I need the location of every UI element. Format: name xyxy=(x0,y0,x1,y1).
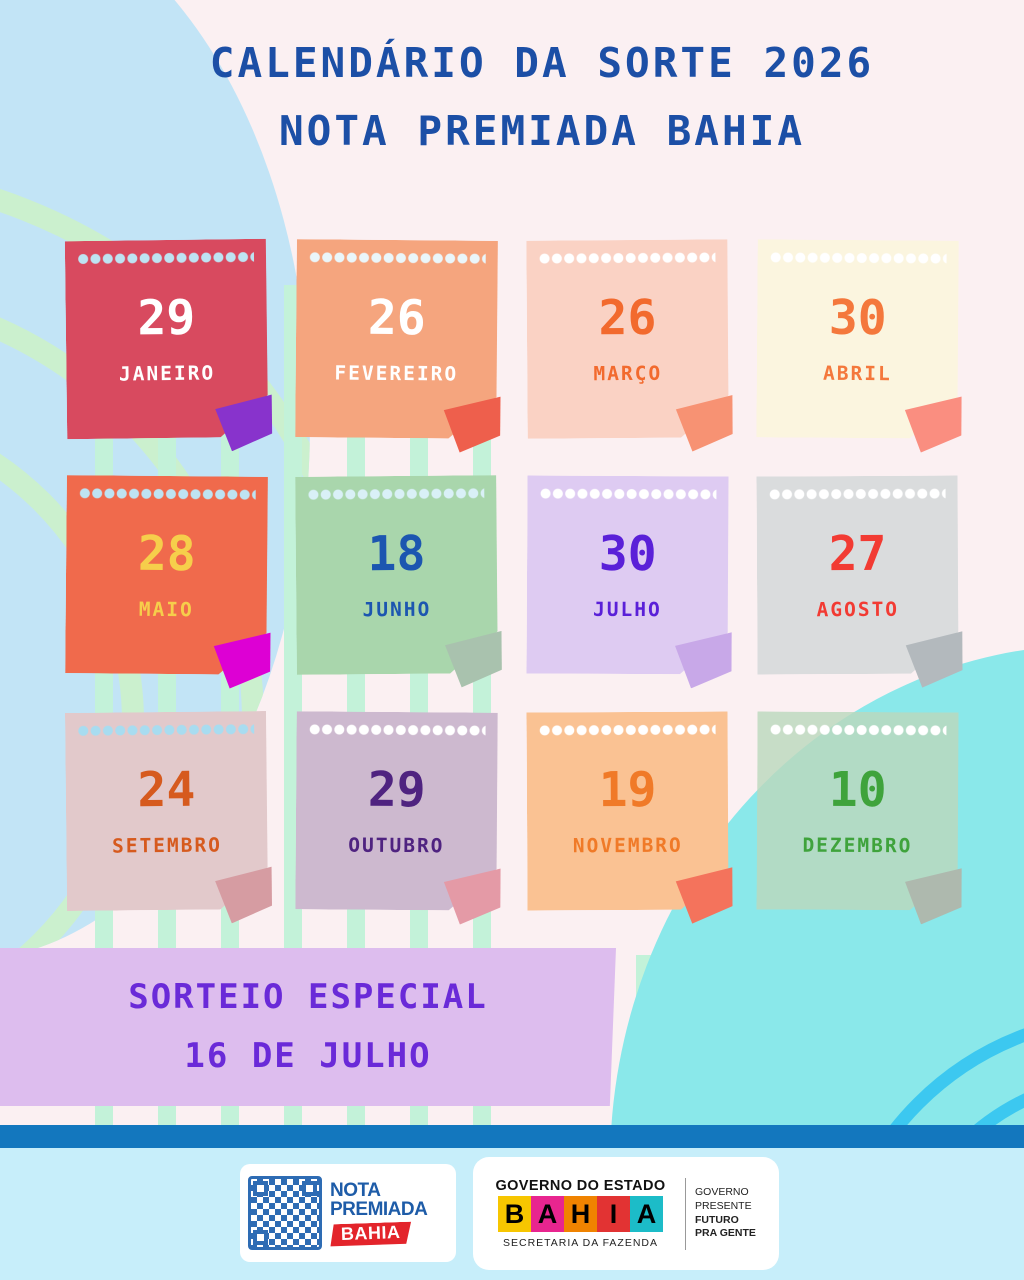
nota-premiada-logo: NOTA PREMIADA BAHIA xyxy=(240,1164,456,1262)
governo-bahia-logo: GOVERNO DO ESTADO B A H I A SECRETARIA D… xyxy=(473,1157,779,1270)
punch-holes-icon xyxy=(77,251,254,265)
premiada-label: PREMIADA xyxy=(330,1199,428,1221)
punch-holes-icon xyxy=(307,487,484,501)
punch-holes-icon xyxy=(768,488,945,501)
punch-holes-icon xyxy=(538,724,715,737)
draw-month: MAIO xyxy=(138,597,194,622)
draw-month: MARÇO xyxy=(592,361,662,386)
draw-day: 26 xyxy=(367,289,427,347)
special-draw-line2: 16 DE JULHO xyxy=(184,1036,432,1076)
draw-month: DEZEMBRO xyxy=(802,833,913,858)
special-draw-line1: SORTEIO ESPECIAL xyxy=(128,976,488,1017)
qr-marker-icon xyxy=(253,1181,268,1196)
bahia-letter: A xyxy=(531,1196,564,1232)
calendar-note-outubro: 29 OUTUBRO xyxy=(296,711,499,910)
bahia-letter: A xyxy=(630,1196,663,1232)
governo-tagline: GOVERNO PRESENTE FUTURO PRA GENTE xyxy=(695,1186,767,1241)
draw-month: JUNHO xyxy=(362,597,432,622)
draw-day: 27 xyxy=(828,525,887,583)
secretaria-label: SECRETARIA DA FAZENDA xyxy=(502,1237,658,1249)
punch-holes-icon xyxy=(538,251,715,264)
draw-day: 28 xyxy=(137,525,196,583)
draw-month: ABRIL xyxy=(822,361,892,386)
title-line2: NOTA PREMIADA BAHIA xyxy=(279,106,805,155)
punch-holes-icon xyxy=(769,724,946,737)
qr-marker-icon xyxy=(302,1181,317,1196)
draw-day: 29 xyxy=(367,761,427,819)
footer-divider-bar xyxy=(0,1125,1024,1148)
draw-day: 30 xyxy=(828,289,887,347)
punch-holes-icon xyxy=(79,487,256,501)
draw-day: 26 xyxy=(597,289,657,347)
tagline-line: FUTURO xyxy=(695,1213,739,1226)
tagline-line: GOVERNO xyxy=(695,1186,749,1199)
draw-day: 24 xyxy=(137,761,196,819)
calendar-note-abril: 30 ABRIL xyxy=(756,239,959,438)
draw-day: 10 xyxy=(828,761,887,819)
bahia-letter: I xyxy=(597,1196,630,1232)
draw-day: 18 xyxy=(367,525,426,583)
punch-holes-icon xyxy=(309,251,486,265)
special-draw-banner: SORTEIO ESPECIAL 16 DE JULHO xyxy=(0,948,616,1106)
calendar-note-agosto: 27 AGOSTO xyxy=(756,475,958,674)
qr-marker-icon xyxy=(253,1230,268,1245)
governo-header: GOVERNO DO ESTADO xyxy=(495,1178,666,1194)
governo-logo-main: GOVERNO DO ESTADO B A H I A SECRETARIA D… xyxy=(485,1178,676,1249)
calendar-note-dezembro: 10 DEZEMBRO xyxy=(756,711,958,910)
draw-month: NOVEMBRO xyxy=(572,833,683,858)
nota-label: NOTA xyxy=(330,1179,381,1201)
qr-code-icon xyxy=(248,1176,322,1250)
bahia-letter: H xyxy=(564,1196,597,1232)
draw-month: FEVEREIRO xyxy=(334,361,459,386)
draw-day: 29 xyxy=(137,289,196,347)
punch-holes-icon xyxy=(539,488,716,501)
bahia-ribbon: BAHIA xyxy=(330,1221,412,1246)
calendar-note-junho: 18 JUNHO xyxy=(295,475,498,675)
punch-holes-icon xyxy=(309,723,486,736)
calendar-grid: 29 JANEIRO 26 FEVEREIRO 26 MARÇO xyxy=(66,240,958,910)
bahia-logo-icon: B A H I A xyxy=(485,1196,676,1232)
calendar-note-novembro: 19 NOVEMBRO xyxy=(526,711,728,910)
draw-month: AGOSTO xyxy=(816,597,899,622)
calendar-note-fevereiro: 26 FEVEREIRO xyxy=(295,239,498,439)
punch-holes-icon xyxy=(77,723,254,737)
calendar-note-maio: 28 MAIO xyxy=(65,475,268,675)
tagline-line: PRESENTE xyxy=(695,1199,752,1212)
calendar-note-marco: 26 MARÇO xyxy=(526,239,729,438)
title-line1: CALENDÁRIO DA SORTE 2026 xyxy=(209,39,875,87)
tagline-line: PRA GENTE xyxy=(695,1227,756,1240)
calendar-note-julho: 30 JULHO xyxy=(526,475,728,674)
calendar-note-setembro: 24 SETEMBRO xyxy=(65,711,268,911)
draw-day: 30 xyxy=(598,525,657,583)
punch-holes-icon xyxy=(769,251,946,264)
page-title: CALENDÁRIO DA SORTE 2026 NOTA PREMIADA B… xyxy=(60,30,1024,165)
draw-month: OUTUBRO xyxy=(348,833,445,858)
footer: NOTA PREMIADA BAHIA GOVERNO DO ESTADO B … xyxy=(0,1148,1024,1280)
nota-premiada-text: NOTA PREMIADA BAHIA xyxy=(330,1179,428,1246)
bahia-letter: B xyxy=(498,1196,531,1232)
draw-day: 19 xyxy=(597,761,657,819)
calendar-note-janeiro: 29 JANEIRO xyxy=(65,239,269,439)
draw-month: JANEIRO xyxy=(118,361,216,386)
logo-divider xyxy=(685,1177,686,1250)
draw-month: SETEMBRO xyxy=(111,833,223,858)
draw-month: JULHO xyxy=(592,597,662,622)
